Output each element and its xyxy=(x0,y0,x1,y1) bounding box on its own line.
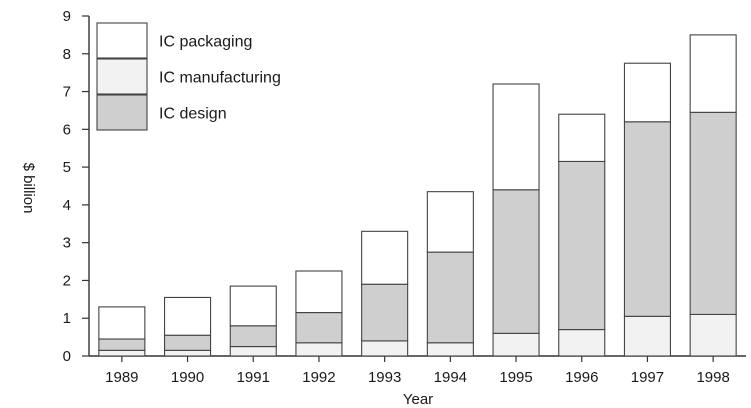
y-tick-label: 4 xyxy=(63,197,71,214)
x-tick-label: 1996 xyxy=(565,369,598,386)
bar-segment-ic-design xyxy=(165,335,211,350)
x-tick-labels: 1989 1990 1991 1992 1993 1994 1995 1996 1997 1998 xyxy=(105,369,730,386)
bar-segment-ic-manufacturing xyxy=(690,314,736,356)
bar-segment-ic-manufacturing xyxy=(296,343,342,356)
x-tick-label: 1995 xyxy=(499,369,532,386)
y-tick-label: 1 xyxy=(63,310,71,327)
y-tick-label: 7 xyxy=(63,84,71,101)
y-tick-label: 0 xyxy=(63,348,71,365)
bar-segment-ic-packaging xyxy=(296,271,342,313)
bar-segment-ic-packaging xyxy=(559,114,605,161)
y-axis-title: $ billion xyxy=(20,163,37,214)
bar-segment-ic-packaging xyxy=(624,63,670,122)
bar-segment-ic-packaging xyxy=(230,286,276,326)
y-tick-label: 6 xyxy=(63,121,71,138)
bar-segment-ic-design xyxy=(427,252,473,343)
bar-segment-ic-design xyxy=(690,112,736,314)
legend-swatch xyxy=(97,59,147,94)
x-tick-label: 1991 xyxy=(237,369,270,386)
bar-segment-ic-manufacturing xyxy=(230,347,276,356)
bar-segment-ic-manufacturing xyxy=(165,350,211,356)
bar-segment-ic-design xyxy=(230,326,276,347)
x-tick-label: 1990 xyxy=(171,369,204,386)
y-tick-label: 9 xyxy=(63,8,71,25)
x-tick-label: 1994 xyxy=(434,369,467,386)
bar-segment-ic-design xyxy=(362,284,408,341)
bar-segment-ic-manufacturing xyxy=(362,341,408,356)
bar-segment-ic-packaging xyxy=(427,192,473,252)
bar-segment-ic-manufacturing xyxy=(493,333,539,356)
legend-swatch xyxy=(97,23,147,58)
bar-segment-ic-design xyxy=(99,339,145,350)
bar-segment-ic-design xyxy=(624,122,670,317)
legend-label: IC packaging xyxy=(159,34,252,51)
x-tick-label: 1993 xyxy=(368,369,401,386)
y-tick-label: 3 xyxy=(63,235,71,252)
bar-segment-ic-packaging xyxy=(165,297,211,335)
x-tick-label: 1998 xyxy=(696,369,729,386)
bar-segment-ic-design xyxy=(493,190,539,334)
bar-segment-ic-design xyxy=(296,313,342,343)
bar-segment-ic-manufacturing xyxy=(559,330,605,356)
y-tick-labels: 0 1 2 3 4 5 6 7 8 9 xyxy=(63,8,71,365)
bar-segment-ic-packaging xyxy=(690,35,736,112)
legend-label: IC manufacturing xyxy=(159,70,281,87)
x-tick-label: 1989 xyxy=(105,369,138,386)
bar-segment-ic-manufacturing xyxy=(427,343,473,356)
legend-swatch xyxy=(97,95,147,130)
y-tick-label: 8 xyxy=(63,46,71,63)
bar-segment-ic-packaging xyxy=(99,307,145,339)
bar-segment-ic-manufacturing xyxy=(624,316,670,356)
x-axis-title: Year xyxy=(403,391,433,408)
bar-segment-ic-manufacturing xyxy=(99,350,145,356)
bar-segment-ic-packaging xyxy=(493,84,539,190)
legend-label: IC design xyxy=(159,106,227,123)
y-tick-label: 5 xyxy=(63,159,71,176)
x-tick-label: 1992 xyxy=(302,369,335,386)
x-tick-label: 1997 xyxy=(631,369,664,386)
y-tick-label: 2 xyxy=(63,272,71,289)
legend: IC packaging IC manufacturing IC design xyxy=(97,23,281,130)
bar-segment-ic-packaging xyxy=(362,231,408,284)
bar-segment-ic-design xyxy=(559,161,605,329)
